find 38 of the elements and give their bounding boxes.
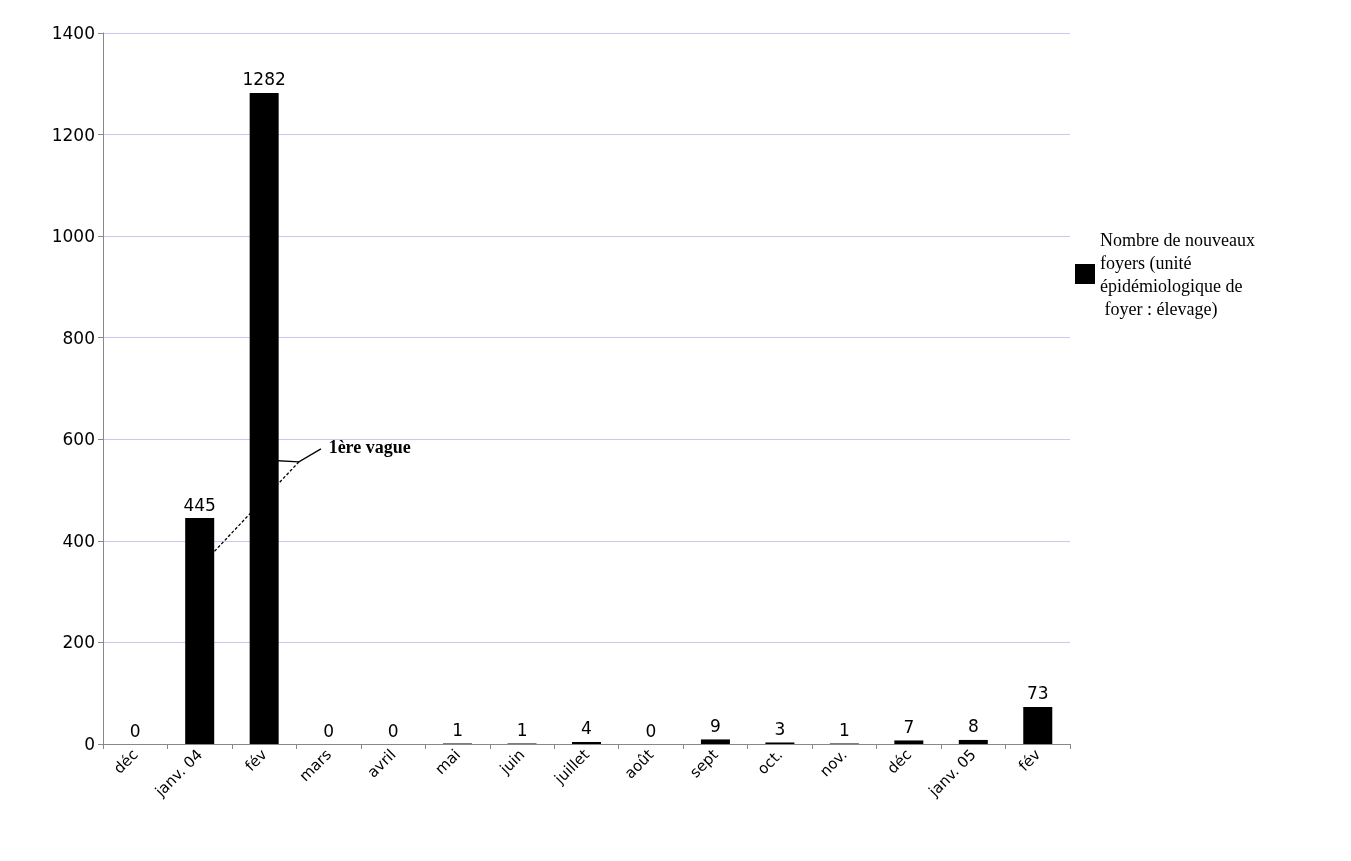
y-tick-label: 1000	[51, 226, 95, 247]
y-tick-label: 600	[62, 429, 95, 450]
x-tick-label: fév	[241, 745, 271, 775]
y-tick-label: 200	[62, 632, 95, 653]
y-tick-label: 800	[62, 327, 95, 348]
data-label: 445	[183, 494, 216, 515]
data-label: 7	[903, 716, 915, 737]
data-label: 1	[452, 719, 463, 740]
y-tick-label: 400	[62, 530, 95, 551]
data-label: 1	[838, 719, 850, 740]
data-label: 0	[645, 720, 657, 741]
bar	[1023, 706, 1053, 744]
legend-label: Nombre de nouveaux foyers (unité épidémiologique de foyer : élevage)	[1100, 229, 1260, 320]
data-label: 4	[581, 718, 592, 739]
data-label: 0	[387, 720, 399, 741]
x-tick-label: nov.	[815, 745, 851, 781]
data-label: 0	[129, 720, 141, 741]
data-label: 0	[323, 720, 335, 741]
annotation: 1ère vague	[328, 437, 411, 459]
data-label: 9	[710, 715, 721, 736]
data-label: 1282	[242, 69, 286, 90]
x-tick-label: déc	[109, 745, 142, 778]
bar	[185, 518, 215, 744]
data-label: 3	[774, 718, 786, 739]
x-tick-label: fév	[1014, 745, 1045, 775]
data-label: 8	[967, 716, 979, 737]
data-label: 1	[516, 719, 528, 740]
y-tick-label: 1200	[51, 124, 95, 145]
x-tick-label: déc	[883, 745, 916, 778]
bar	[958, 739, 988, 744]
data-label: 73	[1026, 683, 1049, 704]
bar	[700, 739, 730, 744]
x-tick-label: oct.	[753, 745, 787, 779]
bar	[572, 741, 602, 744]
y-tick-label: 0	[84, 734, 95, 754]
bar	[249, 92, 279, 744]
y-tick-label: 1400	[51, 23, 95, 43]
bar	[894, 740, 924, 744]
